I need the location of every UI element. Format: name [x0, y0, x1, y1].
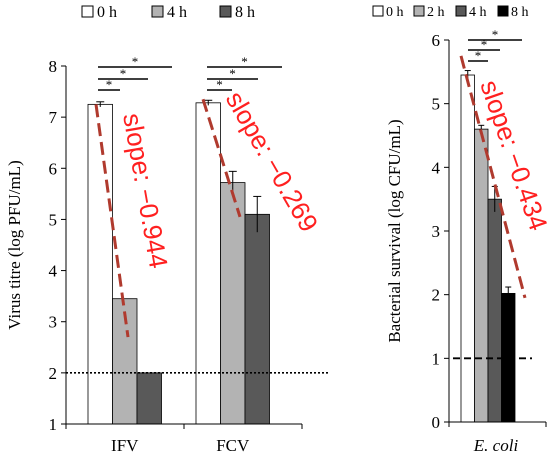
virus-titre-chart: 0 h 4 h 8 h 1 2 3 4 5 6 7 8 Virus titre (log PFU/mL…	[5, 4, 330, 455]
legend-swatch-4h	[151, 5, 164, 18]
y-tick-label: 4	[49, 262, 58, 281]
y-axis-label: Bacterial survival (log CFU/mL)	[385, 119, 404, 342]
bacterial-survival-chart: 0 h 2 h 4 h 8 h 0 1 2 3 4 5 6 Bacterial survival (l…	[372, 5, 550, 455]
significance-star: *	[132, 54, 139, 69]
y-tick-label: 0	[432, 413, 441, 432]
legend-swatch-0h	[372, 5, 384, 17]
legend-label-4h: 4 h	[469, 5, 487, 20]
x-tick-label-fcv: FCV	[216, 436, 250, 455]
y-tick-label: 2	[49, 364, 58, 383]
bar-fcv-0h	[195, 102, 221, 425]
legend-label-0h: 0 h	[97, 4, 117, 21]
bar-ecoli-0h	[460, 74, 475, 423]
bar-fcv-8h	[244, 213, 270, 425]
legend-swatch-8h	[219, 5, 232, 18]
y-tick-label: 1	[432, 349, 441, 368]
x-tick-label-ifv: IFV	[111, 436, 139, 455]
legend-label-8h: 8 h	[235, 4, 255, 21]
legend-label-8h: 8 h	[511, 5, 529, 20]
y-tick-label: 1	[49, 415, 58, 434]
y-tick-label: 3	[49, 313, 58, 332]
legend-swatch-8h	[497, 5, 509, 17]
legend-label-2h: 2 h	[427, 5, 445, 20]
legend-swatch-4h	[455, 5, 467, 17]
significance-star: *	[106, 77, 113, 92]
trend-line-fcv	[201, 98, 242, 218]
bar-fcv-4h	[220, 182, 246, 425]
y-tick-label: 2	[432, 286, 441, 305]
y-tick-label: 3	[432, 222, 441, 241]
significance-star: *	[481, 37, 488, 52]
significance-star: *	[229, 66, 236, 81]
bar-ecoli-4h	[487, 198, 502, 423]
significance-star: *	[492, 27, 499, 42]
significance-star: *	[216, 77, 223, 92]
trend-line-ifv	[94, 104, 130, 338]
y-tick-label: 8	[49, 57, 58, 76]
legend-swatch-0h	[81, 5, 94, 18]
bar-ifv-8h	[136, 372, 162, 425]
legend-swatch-2h	[413, 5, 425, 17]
y-tick-label: 5	[432, 95, 441, 114]
x-tick-label-ecoli: E. coli	[473, 436, 519, 455]
y-tick-label: 5	[49, 210, 58, 229]
legend-label-4h: 4 h	[167, 4, 187, 21]
y-tick-label: 7	[49, 108, 58, 127]
significance-star: *	[120, 66, 127, 81]
slope-label-ifv: slope: −0.944	[117, 111, 174, 271]
significance-star: *	[241, 54, 248, 69]
y-axis-label: Virus titre (log PFU/mL)	[5, 160, 24, 329]
y-tick-label: 6	[432, 31, 441, 50]
significance-star: *	[475, 48, 482, 63]
bar-ifv-0h	[87, 103, 113, 425]
bar-ecoli-2h	[474, 128, 489, 423]
y-tick-label: 4	[432, 158, 441, 177]
y-tick-label: 6	[49, 159, 58, 178]
legend-label-0h: 0 h	[386, 5, 404, 20]
trend-line-ecoli	[459, 55, 527, 299]
